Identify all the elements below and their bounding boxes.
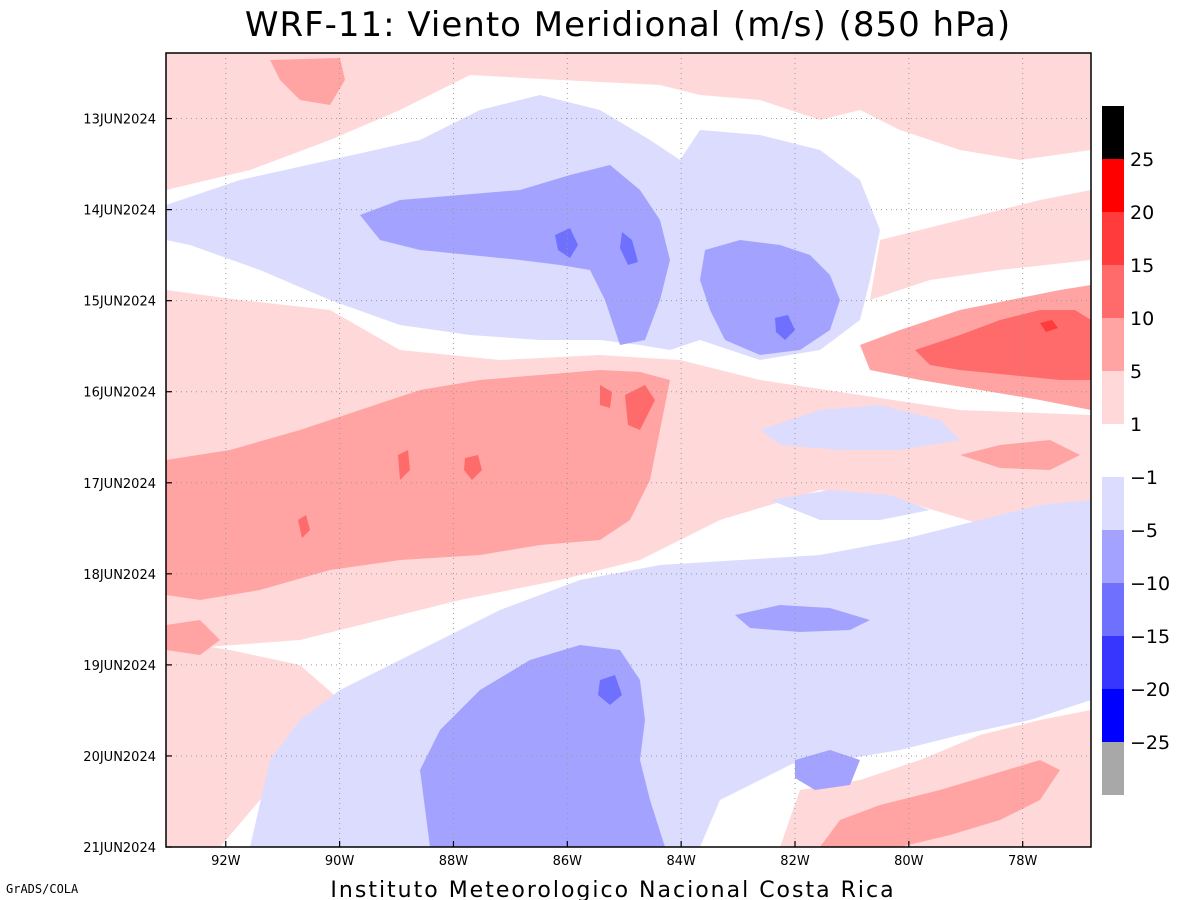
colorbar-segment-negative [1102, 689, 1124, 742]
pink-region-ne-strip [990, 53, 1091, 110]
blue-region-19jun-east [735, 605, 870, 632]
red-region-nw [270, 58, 345, 105]
y-tick-label: 18JUN2024 [83, 568, 156, 583]
deep-red-core-17jun-b [398, 450, 410, 480]
colorbar-label-negative: −5 [1130, 520, 1158, 542]
colorbar-label-positive: 20 [1130, 202, 1154, 224]
colorbar-label-negative: −1 [1130, 467, 1158, 489]
deep-blue-core-19jun [598, 675, 622, 705]
colorbar-label-positive: 10 [1130, 308, 1154, 330]
x-tick-label: 90W [325, 854, 355, 869]
heatmap-field [166, 53, 1091, 847]
y-tick-label: 14JUN2024 [83, 204, 156, 219]
deep-blue-core-14jun-b [620, 232, 638, 265]
y-tick-label: 21JUN2024 [83, 841, 156, 856]
deep-blue-core-14jun [555, 228, 578, 258]
red-region-19jun-east [960, 440, 1080, 470]
colorbar-label-negative: −20 [1130, 679, 1170, 701]
strongest-red-core [1040, 320, 1058, 332]
pink-region-north [166, 53, 1091, 190]
colorbar-segment-positive [1102, 318, 1124, 371]
colorbar-segment-negative [1102, 742, 1124, 795]
y-tick-label: 20JUN2024 [83, 750, 156, 765]
x-tick-label: 82W [780, 854, 810, 869]
red-region-20jun-east [820, 760, 1060, 847]
colorbar-segment-positive [1102, 265, 1124, 318]
gridlines [166, 53, 1091, 847]
colorbar-segment-negative [1102, 583, 1124, 636]
y-tick-label: 13JUN2024 [83, 113, 156, 128]
y-tick-label: 16JUN2024 [83, 386, 156, 401]
blue-region-14jun-west [360, 165, 670, 345]
light-blue-region-16jun-east [760, 405, 960, 450]
pink-region-sw [166, 640, 340, 847]
colorbar-segment-negative [1102, 477, 1124, 530]
colorbar-label-negative: −15 [1130, 626, 1170, 648]
deep-red-core-16jun [625, 385, 655, 430]
colorbar-segment-negative [1102, 530, 1124, 583]
colorbar-segment-positive [1102, 159, 1124, 212]
x-axis: 92W 90W 88W 86W 84W 82W 80W 78W [211, 841, 1038, 869]
deep-red-core-18jun [298, 515, 310, 538]
y-tick-label: 19JUN2024 [83, 659, 156, 674]
y-tick-label: 17JUN2024 [83, 477, 156, 492]
y-tick-label: 15JUN2024 [83, 295, 156, 310]
colorbar: 25 20 15 10 5 1 −1 −5 −10 −15 −20 −25 [1102, 106, 1170, 795]
footer-institution: Instituto Meteorologico Nacional Costa R… [330, 878, 895, 900]
pink-region-east-blob [870, 190, 1091, 300]
blue-region-15jun-east [700, 240, 840, 355]
blue-region-20jun-east [795, 750, 860, 790]
colorbar-segment-positive [1102, 106, 1124, 159]
colorbar-segment-positive [1102, 212, 1124, 265]
x-tick-label: 86W [553, 854, 583, 869]
deep-red-core-17jun [464, 455, 482, 480]
x-tick-label: 80W [894, 854, 924, 869]
red-region-16-18jun [166, 370, 670, 600]
colorbar-segment-negative [1102, 636, 1124, 689]
colorbar-label-negative: −10 [1130, 573, 1170, 595]
colorbar-segment-positive [1102, 371, 1124, 424]
colorbar-label-negative: −25 [1130, 732, 1170, 754]
deep-blue-core-15jun [775, 315, 795, 340]
y-axis: 13JUN2024 14JUN2024 15JUN2024 16JUN2024 17JU… [83, 113, 172, 856]
x-tick-label: 78W [1008, 854, 1038, 869]
x-tick-label: 92W [211, 854, 241, 869]
colorbar-label-positive: 15 [1130, 255, 1154, 277]
credit-grads: GrADS/COLA [6, 882, 79, 896]
deep-red-core-16jun-b [600, 385, 612, 408]
colorbar-label-positive: 5 [1130, 361, 1142, 383]
chart-title: WRF-11: Viento Meridional (m/s) (850 hPa… [245, 5, 1011, 45]
plot-frame [165, 52, 1092, 848]
colorbar-label-positive: 25 [1130, 149, 1154, 171]
colorbar-label-positive: 1 [1130, 414, 1142, 436]
light-blue-region-17jun-east [770, 490, 930, 520]
x-tick-label: 88W [439, 854, 469, 869]
red-region-sw-19jun [166, 620, 220, 655]
x-tick-label: 84W [666, 854, 696, 869]
